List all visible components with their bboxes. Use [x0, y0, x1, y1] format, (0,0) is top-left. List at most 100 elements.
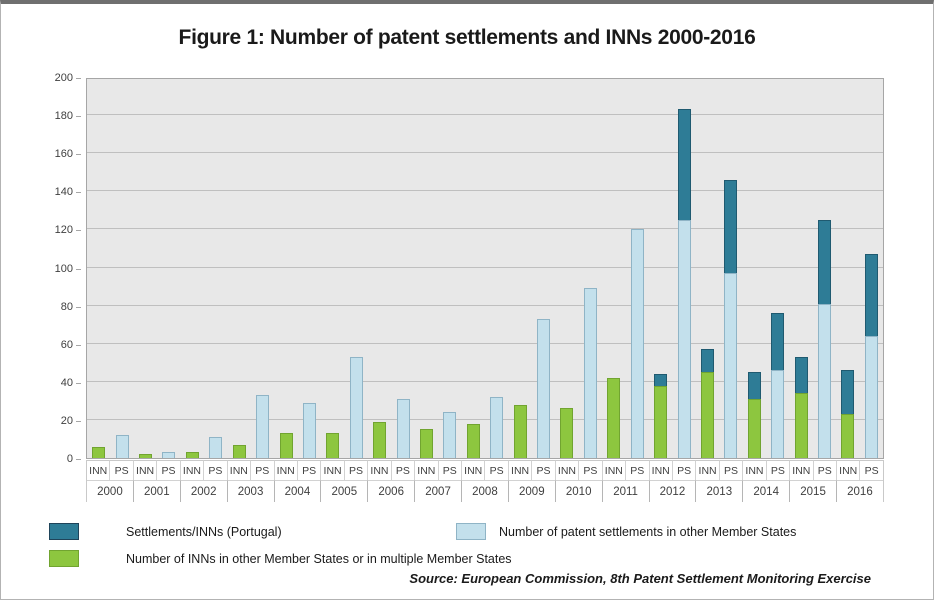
bar-segment-inn-cap-2012	[654, 374, 668, 386]
bar-ps-2009	[537, 318, 551, 458]
bar-slot-inn-2012	[649, 79, 672, 458]
x-axis-label-ps-2008: PS	[485, 460, 509, 480]
legend-label-settlements: Number of patent settlements in other Me…	[499, 525, 797, 539]
y-axis-tick-mark	[76, 344, 81, 346]
x-axis-year-2012: 2012	[649, 480, 697, 502]
bar-segment-ps-cap-2016	[864, 254, 878, 337]
x-axis-label-ps-2016: PS	[860, 460, 883, 480]
bar-inn-2000	[92, 446, 106, 458]
x-axis-year-2013: 2013	[696, 480, 744, 502]
bar-segment-ps-cap-2013	[724, 179, 738, 274]
bar-group-2006	[368, 79, 415, 458]
bar-segment-ps-base-2010	[583, 288, 597, 458]
bar-segment-ps-cap-2015	[818, 219, 832, 304]
bar-slot-ps-2012	[672, 79, 695, 458]
legend-swatch-inns	[49, 550, 79, 567]
bar-ps-2015	[818, 219, 832, 458]
bar-group-2007	[415, 79, 462, 458]
bar-segment-ps-base-2014	[771, 370, 785, 458]
bar-segment-inn-base-2003	[232, 444, 246, 458]
bar-slot-ps-2005	[345, 79, 368, 458]
bar-slot-ps-2008	[485, 79, 508, 458]
y-axis-tick-mark	[76, 154, 81, 156]
x-axis-year-2006: 2006	[368, 480, 416, 502]
bar-segment-ps-base-2009	[537, 318, 551, 458]
y-axis-tick-mark	[76, 230, 81, 232]
x-axis-label-ps-2009: PS	[532, 460, 556, 480]
x-axis-label-inn-2007: INN	[415, 460, 439, 480]
x-axis-label-inn-2001: INN	[133, 460, 158, 480]
x-axis-label-inn-2009: INN	[508, 460, 533, 480]
x-axis-label-inn-2006: INN	[368, 460, 392, 480]
bar-slot-inn-2002	[181, 79, 204, 458]
x-axis-label-inn-2008: INN	[462, 460, 486, 480]
bar-group-2016	[836, 79, 883, 458]
x-axis: INN PS INN PS INN PS INN PS INN PS INN PS INN PS INN PS…	[86, 460, 884, 502]
x-axis-label-ps-2013: PS	[719, 460, 744, 480]
y-axis-tick-label: 40	[60, 376, 73, 389]
bar-ps-2006	[396, 398, 410, 458]
bar-segment-inn-base-2011	[607, 378, 621, 458]
x-axis-label-inn-2011: INN	[602, 460, 627, 480]
bar-inn-2006	[373, 421, 387, 458]
bar-inn-2013	[700, 349, 714, 458]
x-axis-label-ps-2014: PS	[766, 460, 791, 480]
bar-inn-2001	[139, 454, 153, 458]
x-axis-label-inn-2014: INN	[743, 460, 767, 480]
bar-ps-2013	[724, 179, 738, 458]
bar-slot-inn-2008	[462, 79, 485, 458]
bar-ps-2003	[256, 395, 270, 458]
bar-segment-inn-base-2000	[92, 446, 106, 458]
bar-group-2013	[696, 79, 743, 458]
bar-segment-ps-base-2001	[162, 452, 176, 458]
bar-segment-inn-base-2002	[185, 452, 199, 458]
bar-inn-2014	[747, 372, 761, 458]
bar-slot-inn-2011	[602, 79, 625, 458]
x-axis-label-inn-2013: INN	[696, 460, 720, 480]
bar-group-2000	[87, 79, 134, 458]
bar-ps-2016	[864, 254, 878, 458]
x-axis-label-ps-2001: PS	[157, 460, 181, 480]
x-axis-label-inn-2015: INN	[790, 460, 814, 480]
y-axis-tick-label: 140	[54, 186, 73, 199]
bar-inn-2011	[607, 378, 621, 458]
bar-segment-ps-cap-2014	[771, 313, 785, 371]
bar-slot-ps-2013	[719, 79, 742, 458]
bar-group-2010	[555, 79, 602, 458]
bar-segment-inn-cap-2013	[700, 349, 714, 373]
bar-slot-inn-2004	[274, 79, 297, 458]
y-axis-tick-label: 120	[54, 224, 73, 237]
bar-segment-inn-base-2014	[747, 398, 761, 458]
x-axis-label-inn-2004: INN	[274, 460, 298, 480]
x-axis-year-2001: 2001	[133, 480, 181, 502]
bar-slot-ps-2003	[251, 79, 274, 458]
bar-segment-inn-base-2007	[420, 429, 433, 458]
x-axis-year-2005: 2005	[321, 480, 369, 502]
bar-slot-ps-2004	[298, 79, 321, 458]
x-axis-year-2002: 2002	[180, 480, 228, 502]
y-axis-tick-mark	[76, 78, 81, 79]
x-axis-label-ps-2012: PS	[672, 460, 697, 480]
bar-segment-inn-base-2001	[139, 454, 153, 458]
bar-segment-inn-cap-2014	[747, 372, 761, 399]
y-axis-tick-label: 160	[54, 148, 73, 161]
gridline	[87, 380, 883, 382]
y-axis-tick-label: 200	[54, 72, 73, 84]
bar-segment-ps-base-2011	[630, 229, 644, 458]
source-attribution: Source: European Commission, 8th Patent …	[409, 571, 871, 586]
bar-segment-inn-base-2015	[794, 393, 808, 458]
bar-ps-2008	[490, 397, 504, 458]
x-axis-label-ps-2003: PS	[251, 460, 275, 480]
x-axis-year-2007: 2007	[415, 480, 462, 502]
bar-segment-inn-base-2005	[326, 433, 340, 458]
bar-inn-2015	[794, 357, 808, 458]
bar-ps-2000	[115, 435, 129, 458]
bar-ps-2002	[209, 437, 223, 458]
legend-label-portugal: Settlements/INNs (Portugal)	[126, 525, 282, 539]
bar-slot-ps-2014	[766, 79, 789, 458]
bar-ps-2001	[162, 452, 176, 458]
bar-slot-inn-2009	[508, 79, 531, 458]
bar-segment-ps-base-2000	[115, 435, 129, 458]
bar-slot-inn-2016	[836, 79, 859, 458]
